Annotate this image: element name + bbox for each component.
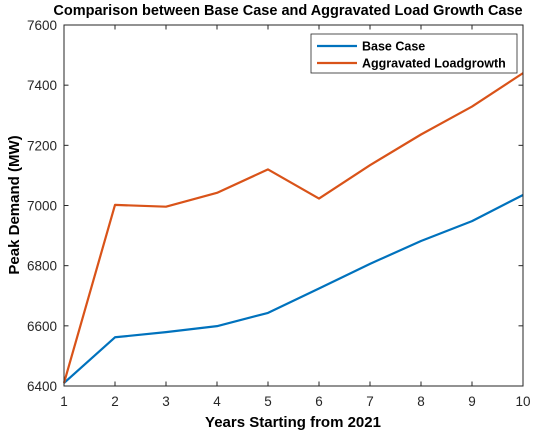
legend-label: Base Case <box>362 40 425 54</box>
x-tick-label: 1 <box>60 394 68 409</box>
x-tick-label: 3 <box>162 394 170 409</box>
y-tick-label: 7000 <box>27 199 57 214</box>
y-tick-label: 6400 <box>27 379 57 394</box>
plot-area: 1 2 3 4 5 6 7 8 9 10 6400 6600 6800 7000 7200 7400 7600 <box>27 18 531 409</box>
x-tick-label: 10 <box>515 394 530 409</box>
x-tick-label: 7 <box>366 394 374 409</box>
y-tick-label: 6800 <box>27 259 57 274</box>
x-tick-label: 2 <box>111 394 119 409</box>
x-tick-label: 8 <box>417 394 425 409</box>
series-line-base-case <box>63 193 524 384</box>
y-tick-label: 7400 <box>27 78 57 93</box>
legend-label: Aggravated Loadgrowth <box>362 57 506 71</box>
chart-title: Comparison between Base Case and Aggrava… <box>53 3 522 19</box>
series-layer <box>62 72 524 384</box>
x-axis-label: Years Starting from 2021 <box>205 414 381 431</box>
x-tick-label: 5 <box>264 394 272 409</box>
y-axis-label: Peak Demand (MW) <box>6 135 23 274</box>
tick-layer: 1 2 3 4 5 6 7 8 9 10 6400 6600 6800 7000 7200 7400 7600 <box>27 18 531 409</box>
x-tick-label: 9 <box>468 394 476 409</box>
y-tick-label: 7600 <box>27 18 57 33</box>
x-tick-label: 6 <box>315 394 323 409</box>
y-tick-label: 7200 <box>27 138 57 153</box>
series-line-aggravated-loadgrowth <box>62 72 524 384</box>
x-tick-label: 4 <box>213 394 221 409</box>
legend-box <box>310 33 518 74</box>
legend: Base Case Aggravated Loadgrowth <box>310 33 518 74</box>
y-tick-label: 6600 <box>27 319 57 334</box>
